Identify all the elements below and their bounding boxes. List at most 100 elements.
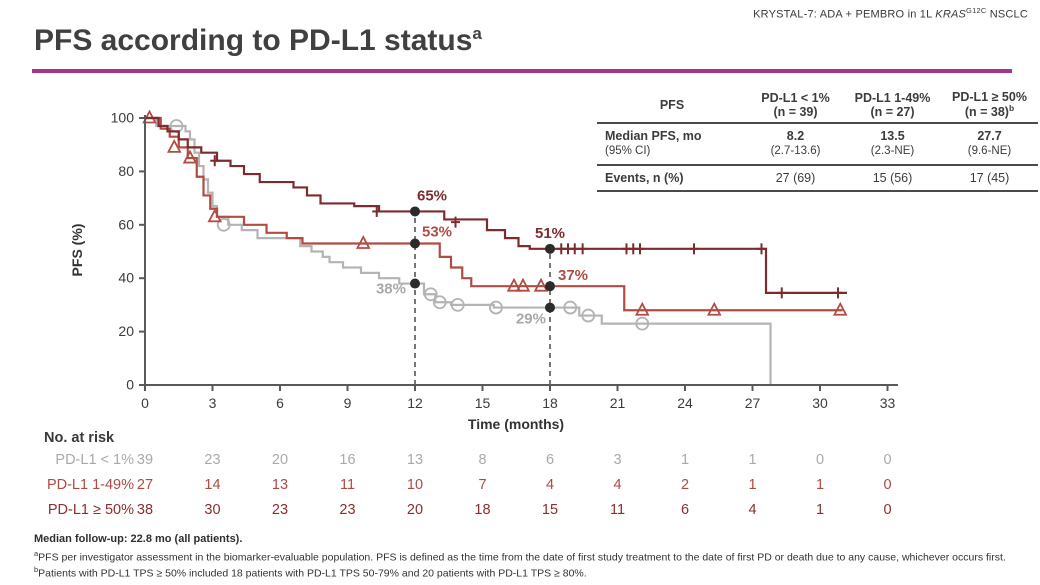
median-pfs-value-1-49: 13.5 (2.3-NE) [870, 128, 915, 158]
censor-circle-icon [450, 297, 465, 312]
landmark-label: 65% [417, 187, 447, 204]
censor-triangle-icon [207, 208, 223, 223]
title-underline [32, 69, 1012, 73]
risk-row: PD-L1 1-49% 27 14 13 11 10 7 4 4 2 1 1 0 [0, 477, 1040, 499]
risk-count: 14 [204, 477, 221, 493]
km-curve [145, 116, 847, 294]
footnote-a-text: PFS per investigator assessment in the b… [38, 551, 1006, 564]
landmark-dot [410, 206, 420, 217]
risk-count: 0 [883, 452, 892, 468]
header-suffix: NSCLC [986, 8, 1028, 21]
risk-row-label: PD-L1 1-49% [46, 477, 134, 493]
censor-triangle-icon [182, 149, 198, 164]
summary-col-header-pdl1-lt1: PD-L1 < 1% (n = 39) [761, 90, 830, 119]
risk-count: 13 [406, 452, 424, 468]
risk-count: 39 [136, 452, 154, 468]
risk-count: 38 [136, 502, 154, 518]
risk-count: 1 [748, 477, 757, 493]
risk-count: 0 [883, 502, 892, 518]
landmark-dot [545, 281, 555, 292]
footnotes: aPFS per investigator assessment in the … [34, 549, 1024, 581]
risk-row-label: PD-L1 < 1% [55, 452, 134, 468]
risk-count: 30 [204, 502, 221, 518]
risk-count: 13 [271, 477, 289, 493]
risk-count: 1 [815, 502, 825, 518]
x-axis-title: Time (months) [468, 416, 564, 432]
slide-header: KRYSTAL-7: ADA + PEMBRO in 1L KRASG12C N… [753, 6, 1028, 21]
censor-circle-icon [581, 308, 596, 323]
risk-row-label: PD-L1 ≥ 50% [47, 502, 134, 518]
x-tick-label: 0 [141, 395, 149, 411]
x-tick-label: 27 [745, 395, 761, 411]
risk-count: 8 [478, 452, 487, 468]
landmark-dot [410, 238, 420, 249]
risk-count: 1 [680, 452, 690, 468]
landmark-label: 37% [558, 267, 588, 284]
risk-count: 6 [680, 502, 690, 518]
median-pfs-row-label: Median PFS, mo (95% CI) [605, 128, 702, 158]
risk-count: 10 [406, 477, 424, 493]
summary-corner-label: PFS [659, 97, 685, 112]
landmark-dot [410, 278, 420, 289]
risk-count: 7 [478, 477, 487, 493]
censor-circle-icon [216, 217, 231, 232]
risk-row: PD-L1 < 1% 39 23 20 16 13 8 6 3 1 1 0 0 [0, 452, 1040, 474]
y-tick-label: 20 [118, 323, 134, 339]
risk-count: 1 [815, 477, 825, 493]
risk-count: 4 [613, 477, 622, 493]
x-tick-label: 33 [880, 395, 896, 411]
censor-circle-icon [563, 300, 578, 315]
censor-triangle-icon [515, 277, 531, 292]
page-title-footnote-marker: a [472, 24, 482, 43]
censor-circle-icon [489, 300, 503, 315]
landmark-label: 53% [422, 223, 452, 240]
risk-count: 18 [474, 502, 491, 518]
censor-triangle-icon [832, 301, 848, 316]
footnote-a-marker: a [34, 549, 39, 558]
risk-table-title: No. at risk [44, 430, 115, 446]
y-axis-title: PFS (%) [69, 224, 85, 277]
x-tick-label: 15 [475, 395, 491, 411]
risk-count: 20 [271, 452, 289, 468]
censor-triangle-icon [706, 301, 722, 316]
risk-count: 16 [339, 452, 356, 468]
landmark-label: 29% [516, 311, 546, 328]
footnote-b-text: Patients with PD-L1 TPS ≥ 50% included 1… [38, 567, 587, 580]
followup-note: Median follow-up: 22.8 mo (all patients)… [34, 533, 243, 545]
y-tick-label: 40 [118, 270, 134, 286]
risk-count: 6 [545, 452, 555, 468]
col-header-footnote-marker: b [1008, 103, 1015, 114]
risk-count: 27 [136, 477, 154, 493]
risk-count: 15 [541, 502, 559, 518]
x-tick-label: 9 [344, 395, 352, 411]
landmark-label: 51% [535, 225, 565, 242]
censor-circle-icon [423, 287, 438, 302]
events-row-label: Events, n (%) [605, 170, 684, 185]
censor-triangle-icon [533, 277, 549, 292]
risk-count: 4 [748, 502, 757, 518]
median-pfs-value-ge50: 27.7 (9.6-NE) [967, 128, 1012, 158]
events-value-ge50: 17 (45) [969, 170, 1010, 185]
x-tick-label: 24 [677, 395, 693, 411]
km-chart: 0 20 40 60 80 100 0 3 6 9 12 15 18 21 24 27 30 33 Time (mo… [60, 85, 960, 445]
risk-count: 11 [339, 477, 356, 493]
header-gene-name: KRAS [935, 8, 967, 21]
x-tick-label: 21 [610, 395, 626, 411]
km-chart-svg: 0 20 40 60 80 100 0 3 6 9 12 15 18 21 24 27 30 33 Time (mo… [69, 110, 898, 432]
risk-count: 23 [339, 502, 356, 518]
events-value-1-49: 15 (56) [872, 170, 913, 185]
page-title-text: PFS according to PD-L1 status [34, 24, 473, 57]
censor-triangle-icon [506, 277, 522, 292]
x-tick-label: 6 [276, 395, 284, 411]
risk-count: 2 [680, 477, 690, 493]
risk-count: 23 [204, 452, 221, 468]
summary-col-header-pdl1-ge50: PD-L1 ≥ 50% (n = 38)b [952, 90, 1027, 120]
risk-count: 4 [545, 477, 555, 493]
km-curve [145, 116, 772, 385]
x-tick-label: 3 [209, 395, 217, 411]
x-tick-label: 18 [542, 395, 558, 411]
censor-triangle-icon [355, 235, 371, 249]
page-title: PFS according to PD-L1 statusa [34, 24, 482, 58]
censor-triangle-icon [634, 301, 650, 316]
